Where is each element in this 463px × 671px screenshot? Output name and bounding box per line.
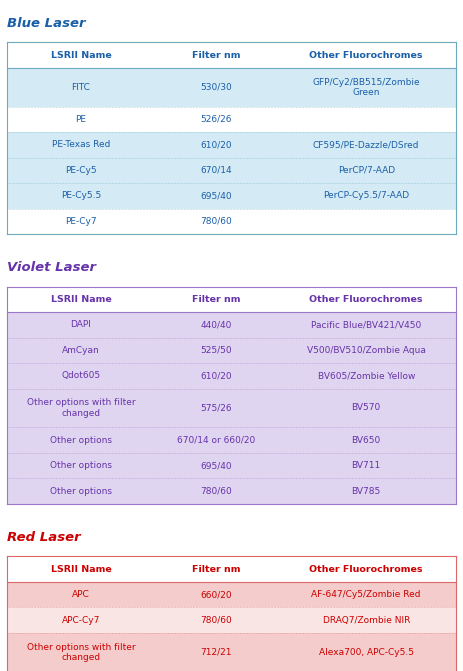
Text: Qdot605: Qdot605 [62,371,100,380]
Bar [7,556,456,582]
Bar [7,389,456,427]
Text: BV711: BV711 [351,461,381,470]
Bar [7,582,456,607]
Text: Red Laser: Red Laser [7,531,81,544]
Bar [7,633,456,671]
Text: PE-Cy5: PE-Cy5 [65,166,97,175]
Text: 695/40: 695/40 [200,191,232,201]
Text: DRAQ7/Zombie NIR: DRAQ7/Zombie NIR [323,615,410,625]
Text: PerCP-Cy5.5/7-AAD: PerCP-Cy5.5/7-AAD [323,191,409,201]
Text: 712/21: 712/21 [200,648,232,657]
Text: 780/60: 780/60 [200,615,232,625]
Bar [7,209,456,234]
Text: BV570: BV570 [351,403,381,413]
Text: AmCyan: AmCyan [62,346,100,355]
Text: Filter nm: Filter nm [192,295,240,304]
Text: 670/14: 670/14 [200,166,232,175]
Text: V500/BV510/Zombie Aqua: V500/BV510/Zombie Aqua [307,346,425,355]
Text: LSRII Name: LSRII Name [50,564,112,574]
Text: AF-647/Cy5/Zombie Red: AF-647/Cy5/Zombie Red [312,590,421,599]
Text: BV650: BV650 [351,435,381,445]
Text: BV785: BV785 [351,486,381,496]
Text: Other options with filter
changed: Other options with filter changed [27,399,135,417]
Text: APC-Cy7: APC-Cy7 [62,615,100,625]
Text: Pacific Blue/BV421/V450: Pacific Blue/BV421/V450 [311,320,421,329]
Text: 780/60: 780/60 [200,217,232,226]
Bar [7,312,456,338]
Text: PE-Cy7: PE-Cy7 [65,217,97,226]
Text: 440/40: 440/40 [200,320,232,329]
Bar [7,68,456,107]
Text: 660/20: 660/20 [200,590,232,599]
Text: 526/26: 526/26 [200,115,232,124]
Text: LSRII Name: LSRII Name [50,295,112,304]
Bar [7,338,456,363]
Text: 525/50: 525/50 [200,346,232,355]
Bar [7,607,456,633]
Bar [7,427,456,453]
Text: Other Fluorochromes: Other Fluorochromes [309,295,423,304]
Text: 695/40: 695/40 [200,461,232,470]
Text: Other options: Other options [50,486,112,496]
Text: PerCP/7-AAD: PerCP/7-AAD [338,166,395,175]
Text: DAPI: DAPI [71,320,92,329]
Text: Other options: Other options [50,435,112,445]
Text: 575/26: 575/26 [200,403,232,413]
Text: PE-Cy5.5: PE-Cy5.5 [61,191,101,201]
Bar [7,158,456,183]
Text: LSRII Name: LSRII Name [50,50,112,60]
Text: Alexa700, APC-Cy5.5: Alexa700, APC-Cy5.5 [319,648,414,657]
Text: 670/14 or 660/20: 670/14 or 660/20 [177,435,255,445]
Bar [7,42,456,68]
Text: 780/60: 780/60 [200,486,232,496]
Bar [7,453,456,478]
Text: Other options: Other options [50,461,112,470]
Text: Blue Laser: Blue Laser [7,17,86,30]
Bar [7,363,456,389]
Bar [7,183,456,209]
Text: Violet Laser: Violet Laser [7,261,96,274]
Text: APC: APC [72,590,90,599]
Text: 530/30: 530/30 [200,83,232,92]
Text: PE-Texas Red: PE-Texas Red [52,140,110,150]
Text: Other Fluorochromes: Other Fluorochromes [309,50,423,60]
Bar [7,478,456,504]
Text: Filter nm: Filter nm [192,50,240,60]
Text: PE: PE [75,115,87,124]
Text: 610/20: 610/20 [200,140,232,150]
Bar [7,107,456,132]
Text: BV605/Zombie Yellow: BV605/Zombie Yellow [318,371,415,380]
Bar [7,287,456,312]
Text: CF595/PE-Dazzle/DSred: CF595/PE-Dazzle/DSred [313,140,419,150]
Text: 610/20: 610/20 [200,371,232,380]
Bar [7,132,456,158]
Text: Other Fluorochromes: Other Fluorochromes [309,564,423,574]
Text: Other options with filter
changed: Other options with filter changed [27,643,135,662]
Text: FITC: FITC [72,83,90,92]
Text: GFP/Cy2/BB515/Zombie
Green: GFP/Cy2/BB515/Zombie Green [313,78,420,97]
Text: Filter nm: Filter nm [192,564,240,574]
